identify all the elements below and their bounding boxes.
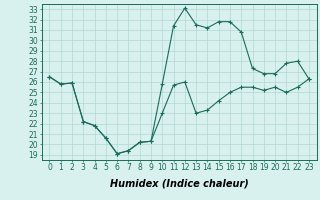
X-axis label: Humidex (Indice chaleur): Humidex (Indice chaleur): [110, 178, 249, 188]
